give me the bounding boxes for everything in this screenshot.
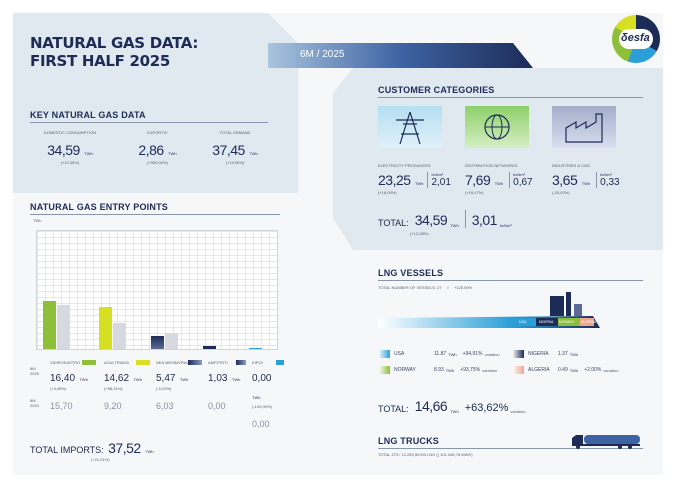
total-demand: TOTAL DEMAND 37,45 TWh (+19,96%) bbox=[212, 130, 258, 165]
lng-usa: USA 11.87 TWh +94,91% variation bbox=[378, 350, 500, 358]
bar-sidirokastro-2025 bbox=[43, 301, 56, 349]
ship-label-usa: USA bbox=[519, 320, 527, 324]
lng-trucks-text: TOTAL 273 / 12.283,55 M3 LNG (( 101.065,… bbox=[378, 452, 473, 457]
entry-sidirokastro: SIDIROKASTRO 16,40 TWh (+4,46%) 15,70 bbox=[50, 360, 96, 411]
bar-sidirokastro-2024 bbox=[57, 305, 70, 349]
lng-country-table: USA 11.87 TWh +94,91% variation NIGERIA … bbox=[378, 350, 643, 384]
cust-electricity: ELECTRICITY PRODUCERS 23,25 TWh (+18,00%)… bbox=[378, 163, 451, 195]
period-ribbon bbox=[268, 43, 533, 68]
lng-algeria: ALGERIA 0.49 TWh +2.00% variation bbox=[512, 366, 618, 374]
entry-agia-triada: AGIA TRIADA 14,62 TWh (+58,91%) 9,20 bbox=[104, 360, 150, 411]
customer-categories-title: CUSTOMER CATEGORIES bbox=[378, 85, 495, 95]
ship-label-nigeria: NIGERIA bbox=[539, 320, 554, 324]
cust-distribution: DISTRIBUTION NETWORKS 7,69 TWh (+18,47%) … bbox=[465, 163, 533, 195]
exports: EXPORTS* 2,86 TWh (+550,00%) bbox=[138, 130, 177, 165]
lng-trucks-title: LNG TRUCKS bbox=[378, 436, 439, 446]
key-data-row: DOMESTIC CONSUMPTION 34,59 TWh (+12,38%)… bbox=[30, 130, 270, 180]
ship-label-norway: NORWAY bbox=[559, 320, 575, 324]
title-line-2: FIRST HALF 2025 bbox=[30, 52, 171, 70]
lng-vessels-count: TOTAL NUMBER OF VESSELS: 27 // +125.00% bbox=[378, 285, 473, 290]
row-label-2024: 6M 2024 bbox=[30, 398, 39, 408]
customer-total: TOTAL: 34,59 TWh 3,01 bcNm³ bbox=[378, 210, 512, 228]
lng-vessels-title: LNG VESSELS bbox=[378, 268, 444, 278]
title-line-1: NATURAL GAS DATA: bbox=[30, 34, 199, 52]
electricity-producers-icon bbox=[378, 106, 442, 148]
customer-total-change: (+12,38%) bbox=[410, 231, 429, 236]
bar-amfitriti-2025 bbox=[203, 346, 216, 349]
entry-nea-mesimvria: NEA MESIMVRIA 5,47 TWh (-9,29%) 6,03 bbox=[156, 360, 202, 411]
entry-y-unit: TWh bbox=[33, 218, 42, 223]
distribution-networks-icon bbox=[465, 106, 529, 148]
bar-kipoi-2025 bbox=[249, 348, 262, 349]
bar-nea-mesimvria-2024 bbox=[165, 333, 178, 349]
lng-total: TOTAL: 14,66 TWh +63,62% variation bbox=[378, 398, 526, 414]
entry-points-title: NATURAL GAS ENTRY POINTS bbox=[30, 202, 168, 212]
entry-kipoi: KIPOI 0,00 TWh (-100,00%) 0,00 bbox=[252, 360, 284, 429]
row-label-2025: 6M 2025 bbox=[30, 366, 39, 376]
bar-agia-triada-2025 bbox=[99, 307, 112, 349]
entry-amfitriti: AMFITRITI 1,03 TWh 0,00 bbox=[208, 360, 246, 411]
bar-nea-mesimvria-2025 bbox=[151, 336, 164, 349]
industries-cng-icon bbox=[552, 106, 616, 148]
lng-nigeria: NIGERIA 1.37 TWh bbox=[512, 350, 578, 358]
bar-agia-triada-2024 bbox=[113, 323, 126, 349]
total-imports-change: (+21,01%) bbox=[91, 457, 110, 462]
logo-text: δesfa bbox=[621, 32, 650, 44]
desfa-logo: δesfa bbox=[612, 15, 660, 63]
key-data-title: KEY NATURAL GAS DATA bbox=[30, 110, 146, 120]
lng-ship-graphic bbox=[378, 292, 600, 328]
cust-industries: INDUSTRIES & CNG 3,65 TWh (-20,02%) bcNm³… bbox=[552, 163, 620, 195]
truck-icon bbox=[572, 435, 640, 449]
ship-label-algeria: ALGERIA bbox=[581, 320, 597, 324]
period-label: 6M / 2025 bbox=[300, 49, 345, 60]
lng-norway: NORWAY 8.93 TWh +93,75% variation bbox=[378, 366, 497, 374]
entry-points-table: 6M 2025 6M 2024 SIDIROKASTRO 16,40 TWh (… bbox=[30, 360, 284, 429]
total-imports: TOTAL IMPORTS: 37,52 TWh bbox=[30, 440, 154, 456]
entry-points-chart bbox=[36, 230, 278, 350]
domestic-consumption: DOMESTIC CONSUMPTION 34,59 TWh (+12,38%) bbox=[43, 130, 97, 165]
